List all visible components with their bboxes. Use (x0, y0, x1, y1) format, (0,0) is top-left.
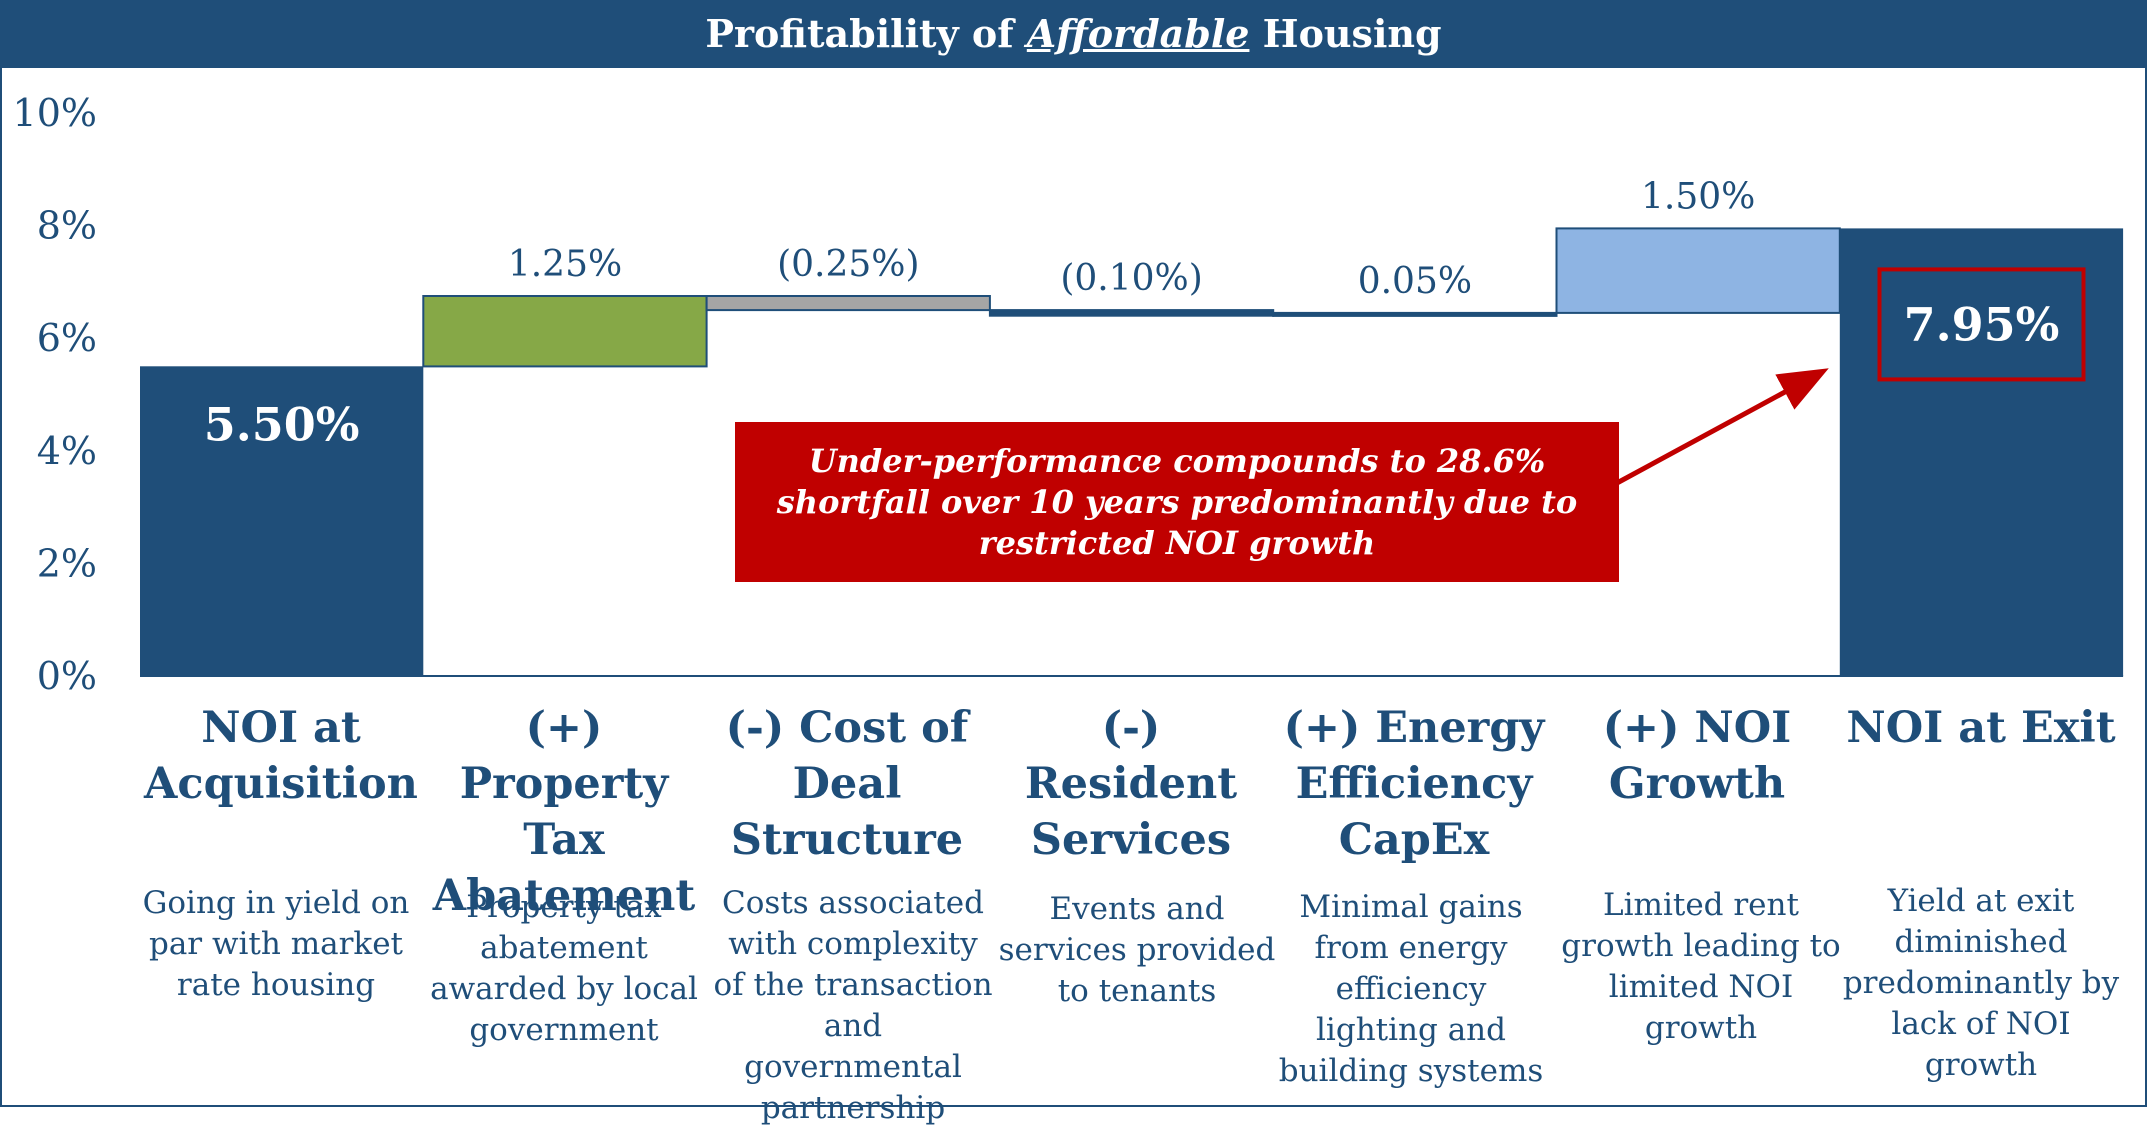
bar-noi-at-exit (1839, 228, 2124, 676)
value-label-noi-at-acquisition: 5.50% (204, 397, 360, 451)
value-label-resident-services: (0.10%) (1060, 258, 1202, 299)
value-label-noi-growth: 1.50% (1641, 176, 1755, 217)
value-label-energy-efficiency-capex: 0.05% (1358, 261, 1472, 302)
bar-energy-efficiency-capex (1272, 311, 1558, 317)
y-tick-label-4: 8% (37, 204, 97, 248)
annotation-arrow (1615, 368, 1829, 486)
y-tick-label-1: 2% (37, 541, 97, 585)
bar-noi-growth (1555, 227, 1841, 314)
title-suffix: Housing (1249, 11, 1442, 56)
description-noi-at-exit: Yield at exit diminished predominantly b… (1842, 883, 2120, 1083)
value-label-cost-of-deal-structure: (0.25%) (777, 244, 919, 285)
category-label-noi-at-exit: NOI at Exit (1846, 703, 2116, 753)
category-label-noi-at-acquisition: NOI at Acquisition (144, 703, 418, 809)
title-emphasis: Affordable (1026, 11, 1250, 56)
description-noi-at-acquisition: Going in yield on par with market rate h… (142, 885, 410, 1003)
bar-property-tax-abatement (422, 295, 708, 368)
bar-resident-services (988, 309, 1275, 317)
chart-title: Profitability of Affordable Housing (0, 0, 2147, 68)
bar-noi-at-acquisition (140, 366, 424, 676)
annotation-text: Under-performance compounds to 28.6% sho… (776, 441, 1578, 562)
value-label-property-tax-abatement: 1.25% (508, 244, 622, 285)
y-tick-label-0: 0% (37, 654, 97, 698)
description-energy-efficiency-capex: Minimal gains from energy efficiency lig… (1278, 889, 1544, 1089)
title-prefix: Profitability of (705, 11, 1027, 56)
category-label-property-tax-abatement: (+) Property Tax Abatement (432, 703, 696, 921)
exit-value-highlight-box (1877, 267, 2086, 382)
y-tick-label-5: 10% (13, 91, 97, 135)
category-label-resident-services: (-) Resident Services (1024, 703, 1238, 865)
bar-cost-of-deal-structure (705, 295, 991, 312)
category-label-noi-growth: (+) NOI Growth (1602, 703, 1792, 809)
description-cost-of-deal-structure: Costs associated with complexity of the … (713, 885, 993, 1126)
waterfall-chart: 0% 2% 4% 6% 8% 10% 5.50% 1.25% (0.25%) (0.10%) 0.… (13, 91, 2124, 698)
y-tick-label-3: 6% (37, 316, 97, 360)
description-resident-services: Events and services provided to tenants (998, 891, 1276, 1009)
y-tick-label-2: 4% (37, 429, 97, 473)
description-property-tax-abatement: Property tax abatement awarded by local … (430, 889, 698, 1048)
category-label-energy-efficiency-capex: (+) Energy Efficiency CapEx (1283, 703, 1545, 865)
description-noi-growth: Limited rent growth leading to limited N… (1561, 887, 1841, 1046)
value-label-noi-at-exit: 7.95% (1904, 297, 2060, 351)
annotation-callout: Under-performance compounds to 28.6% sho… (735, 422, 1619, 582)
category-label-cost-of-deal-structure: (-) Cost of Deal Structure (725, 703, 969, 865)
